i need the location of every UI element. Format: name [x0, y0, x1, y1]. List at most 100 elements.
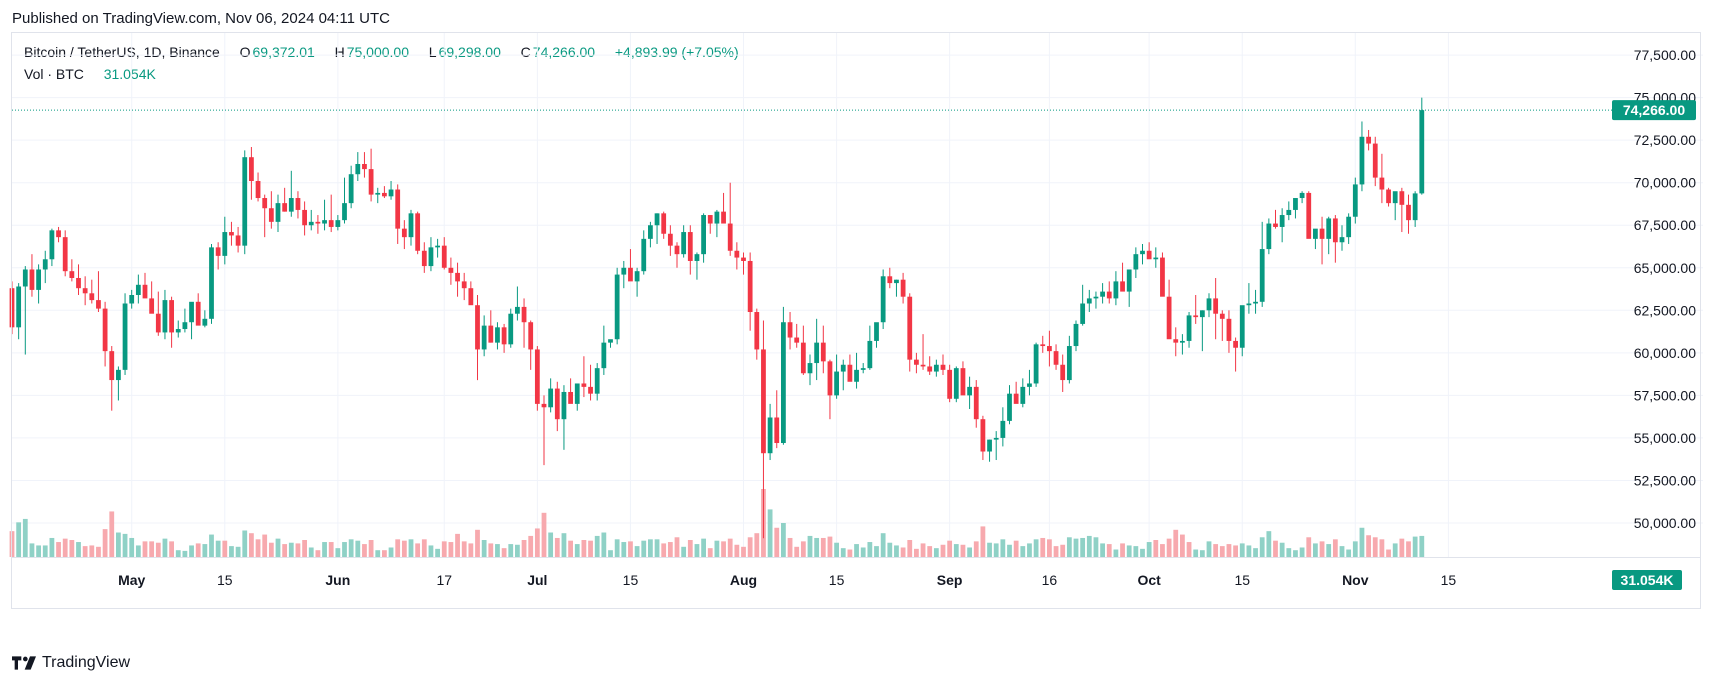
candle-body: [262, 198, 268, 209]
volume-bar: [548, 532, 554, 557]
candle: [834, 354, 839, 399]
volume-bar: [1246, 545, 1252, 557]
candle: [268, 191, 274, 229]
candle-body: [1040, 344, 1046, 347]
candle-body: [322, 220, 327, 224]
candle-body: [448, 267, 454, 273]
candle: [16, 283, 22, 340]
candle-body: [754, 312, 760, 350]
candle-body: [734, 250, 740, 258]
volume-bar: [1299, 547, 1305, 557]
volume-bar: [1406, 541, 1411, 557]
candle-body: [36, 269, 41, 290]
candle-body: [1326, 218, 1332, 239]
candle-body: [1266, 223, 1272, 250]
candle: [1419, 97, 1425, 195]
candle-body: [1392, 191, 1398, 204]
volume-bar: [401, 540, 407, 557]
candle-body: [800, 342, 806, 374]
candle: [468, 281, 474, 306]
candle-body: [1093, 296, 1099, 299]
candle-body: [1273, 223, 1278, 227]
candle-body: [814, 342, 820, 364]
candle: [820, 325, 826, 374]
open-label: O: [239, 44, 251, 60]
candle: [761, 320, 766, 539]
candle-body: [774, 417, 780, 444]
candle: [900, 272, 906, 304]
volume-bar: [149, 541, 155, 557]
candle: [667, 225, 673, 256]
candle: [1406, 194, 1411, 234]
volume-bar: [89, 545, 95, 557]
candle-body: [1206, 298, 1212, 311]
candle-body: [1133, 254, 1139, 270]
candle-body: [235, 235, 241, 246]
candle-body: [628, 267, 633, 282]
volume-bar: [894, 545, 899, 557]
candle: [1306, 191, 1312, 239]
candle: [1133, 247, 1139, 278]
candle: [993, 431, 999, 461]
volume-bar: [1419, 535, 1425, 557]
volume-bar: [800, 541, 806, 557]
candle: [135, 274, 141, 304]
volume-bar: [135, 545, 141, 557]
candle-body: [215, 247, 221, 256]
volume-bar: [1186, 542, 1192, 557]
candle: [1386, 187, 1391, 207]
volume-bar: [169, 541, 174, 557]
volume-bar: [933, 548, 939, 557]
candle: [674, 242, 680, 268]
candle-body: [1386, 189, 1391, 204]
volume-bar: [129, 537, 135, 557]
candle-body: [56, 230, 61, 238]
candle: [1392, 191, 1398, 221]
open-value: 69,372.01: [252, 44, 315, 60]
volume-bar: [1100, 543, 1105, 557]
candle: [707, 215, 713, 234]
candle-body: [707, 215, 713, 224]
candle: [1339, 225, 1345, 251]
volume-bar: [721, 541, 726, 557]
candle: [781, 306, 786, 445]
candle: [175, 320, 181, 338]
candle: [648, 221, 653, 248]
volume-bar: [1399, 538, 1405, 557]
candle-body: [608, 339, 613, 343]
volume-bar: [441, 541, 447, 557]
candle-body: [574, 383, 580, 404]
candle-body: [541, 403, 547, 408]
candle: [262, 194, 268, 238]
volume-bar: [661, 543, 667, 557]
high-value: 75,000.00: [346, 44, 410, 60]
volume-bar: [707, 548, 713, 557]
volume-bar: [235, 546, 241, 557]
candle: [461, 272, 467, 301]
volume-bar: [448, 542, 454, 557]
volume-bar: [268, 542, 274, 557]
candle: [621, 260, 627, 289]
candle-body: [761, 349, 766, 454]
candle: [654, 213, 660, 244]
candle-body: [182, 322, 188, 330]
candle: [282, 187, 288, 212]
candle-body: [834, 371, 839, 396]
candle: [767, 403, 773, 461]
candle: [1073, 320, 1079, 352]
volume-bar: [162, 538, 168, 557]
candle: [1027, 369, 1032, 396]
candle: [1273, 209, 1278, 229]
candle-body: [967, 386, 972, 396]
volume-bar: [634, 546, 640, 557]
volume-bar: [1126, 545, 1132, 557]
candle-body: [1399, 191, 1405, 205]
candle: [1219, 310, 1225, 341]
volume-bar: [1313, 543, 1318, 557]
volume-bar: [628, 541, 633, 557]
candle: [169, 296, 174, 348]
candle-body: [920, 364, 926, 367]
candle-body: [428, 247, 434, 267]
volume-bar: [189, 545, 194, 557]
